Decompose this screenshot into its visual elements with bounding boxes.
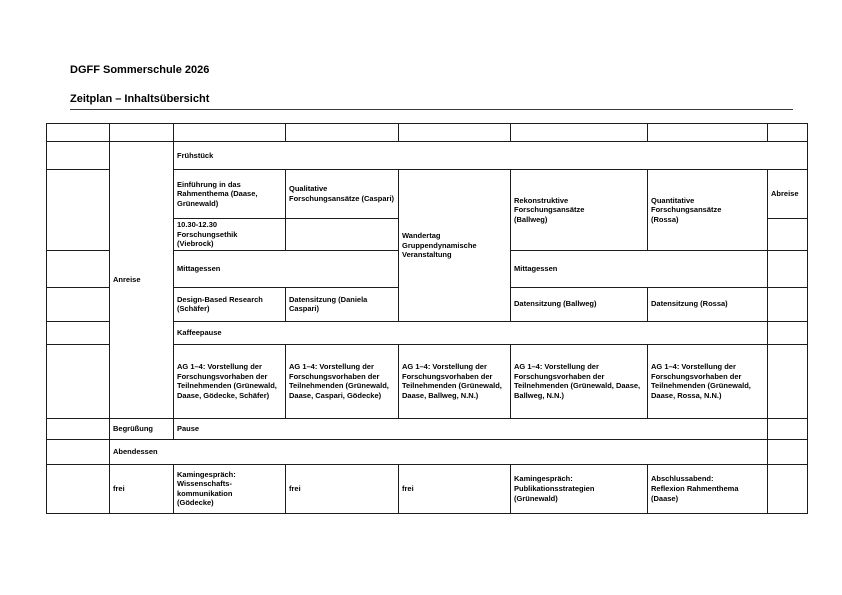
cell-mi-ag: AG 1–4: Vorstellung der Forschungsvorhab… [398,343,511,419]
col-header-do: Do, 3.9. [510,123,648,142]
time-1230: 12.30 – 14.00 [46,249,110,288]
cell-sa-abreise: Abreise [767,169,808,219]
cell-sa-blocked-3 [767,320,808,345]
cell-band-fruehstueck: Frühstück [173,141,808,170]
cell-band-abendessen: Abendessen [109,438,768,465]
cell-do-ag: AG 1–4: Vorstellung der Forschungsvorhab… [510,343,648,419]
cell-band-kaffeepause: Kaffeepause [173,320,768,345]
cell-mi-frei: frei [398,463,511,514]
cell-do-kamingespraech: Kamingespräch: Publikationsstrategien (G… [510,463,648,514]
col-header-sa: Sa, 5.9. [767,123,808,142]
row-1630: 16.30 – 18.00 AG 1–4: Vorstellung der Fo… [46,343,808,419]
cell-mo-forschungsethik: 10.30-12.30 Forschungsethik (Viebrock) [173,218,286,251]
cell-fr-quantitative: Quantitative Forschungsansätze (Rossa) [647,169,768,251]
cell-mo-kamingespraech: Kamingespräch: Wissenschafts- kommunikat… [173,463,286,514]
schedule-table: Zeit So, 30.8. Mo, 31.08. Di, 1.9. Mi, 2… [46,123,808,514]
page-title: DGFF Sommerschule 2026 [70,64,210,76]
cell-band-pause: Pause [173,417,768,440]
col-header-so: So, 30.8. [109,123,174,142]
row-0930-upper: 09.30 – 12.30 Einführung in das Rahmenth… [46,169,808,322]
time-0800: 08.00 – 09.30 [46,141,110,170]
cell-sa-blocked-7 [767,463,808,514]
row-optional: optional 20.00 – 21.00 frei Kamingespräc… [46,463,808,514]
cell-fr-ag: AG 1–4: Vorstellung der Forschungsvorhab… [647,343,768,419]
page-subtitle: Zeitplan – Inhaltsübersicht [70,93,210,105]
col-header-mo: Mo, 31.08. [173,123,286,142]
cell-fr-abschlussabend: Abschlussabend: Reflexion Rahmenthema (D… [647,463,768,514]
cell-di-frei: frei [285,463,399,514]
col-header-di: Di, 1.9. [285,123,399,142]
time-1630: 16.30 – 18.00 [46,343,110,419]
cell-di-empty [285,218,399,251]
time-1400: 14.00 – 16.00 [46,286,110,322]
row-1400: 14.00 – 16.00 Design-Based Research (Sch… [46,286,808,322]
time-optional: optional 20.00 – 21.00 [46,463,110,514]
row-pause: Begrüßung Pause [46,417,808,440]
cell-mo-ag: AG 1–4: Vorstellung der Forschungsvorhab… [173,343,286,419]
cell-di-datensitzung: Datensitzung (Daniela Caspari) [285,286,399,322]
cell-band-mittagessen-do-fr: Mittagessen [510,249,768,288]
col-header-fr: Fr, 4.9. [647,123,768,142]
cell-do-rekonstruktive: Rekonstruktive Forschungsansätze (Ballwe… [510,169,648,251]
cell-do-datensitzung: Datensitzung (Ballweg) [510,286,648,322]
time-1600: 16.00 – 16.30 [46,320,110,345]
cell-sa-blocked-4 [767,343,808,419]
cell-band-mittagessen-mo-di: Mittagessen [173,249,399,288]
col-header-mi: Mi, 2.9. [398,123,511,142]
row-1830: 18.30 – 20.00 Abendessen [46,438,808,465]
cell-fr-datensitzung: Datensitzung (Rossa) [647,286,768,322]
cell-mo-einfuehrung: Einführung in das Rahmenthema (Daase, Gr… [173,169,286,219]
cell-so-anreise: Anreise [109,141,174,419]
cell-so-begruessung: Begrüßung [109,417,174,440]
cell-sa-blocked-5 [767,417,808,440]
cell-sa-empty [767,218,808,251]
cell-sa-blocked-2 [767,286,808,322]
row-1600: 16.00 – 16.30 Kaffeepause [46,320,808,345]
time-0930: 09.30 – 12.30 [46,169,110,251]
row-0800: 08.00 – 09.30 Anreise Frühstück [46,141,808,419]
col-header-zeit: Zeit [46,123,110,142]
time-1830: 18.30 – 20.00 [46,438,110,465]
cell-so-frei: frei [109,463,174,514]
cell-mo-design-based-research: Design-Based Research (Schäfer) [173,286,286,322]
header-row: Zeit So, 30.8. Mo, 31.08. Di, 1.9. Mi, 2… [46,123,808,142]
cell-di-ag: AG 1–4: Vorstellung der Forschungsvorhab… [285,343,399,419]
cell-sa-blocked-1 [767,249,808,288]
subtitle-divider [70,109,793,110]
time-empty [46,417,110,440]
cell-sa-blocked-6 [767,438,808,465]
row-0930-lower: 10.30-12.30 Forschungsethik (Viebrock) [47,218,808,251]
row-1230: 12.30 – 14.00 Mittagessen Mittagessen [46,249,808,288]
cell-mi-wandertag: Wandertag Gruppendynamische Veranstaltun… [398,169,511,322]
cell-di-qualitative: Qualitative Forschungsansätze (Caspari) [285,169,399,219]
